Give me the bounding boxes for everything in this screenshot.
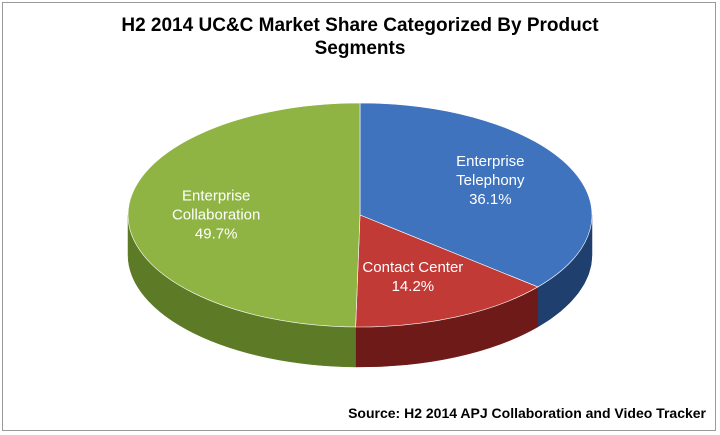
chart-title: H2 2014 UC&C Market Share Categorized By… (0, 14, 720, 60)
pie-slice-1[interactable] (355, 214, 539, 328)
pie-tops (127, 102, 593, 328)
pie-labels: Enterprise Telephony 36.1% Contact Center 14… (172, 153, 525, 295)
pie-slice-label-2-0: Enterprise (182, 187, 250, 204)
pie-slice-label-2-2: 49.7% (195, 225, 238, 242)
pie-slice-label-1-1: 14.2% (392, 278, 435, 295)
pie-slice-label-0-1: Telephony (456, 172, 525, 189)
source-note: Source: H2 2014 APJ Collaboration and Vi… (348, 405, 706, 421)
chart-title-line-1: H2 2014 UC&C Market Share Categorized By… (121, 15, 599, 36)
pie-slice-0[interactable] (359, 102, 593, 288)
pie-slice-label-0-2: 36.1% (469, 191, 512, 208)
pie-slice-label-2-1: Collaboration (172, 206, 260, 223)
pie-slice-label-1-0: Contact Center (362, 259, 463, 276)
pie-slice-2[interactable] (127, 102, 361, 328)
chart-title-line-2: Segments (314, 38, 406, 59)
pie-slice-label-0-0: Enterprise (456, 153, 524, 170)
